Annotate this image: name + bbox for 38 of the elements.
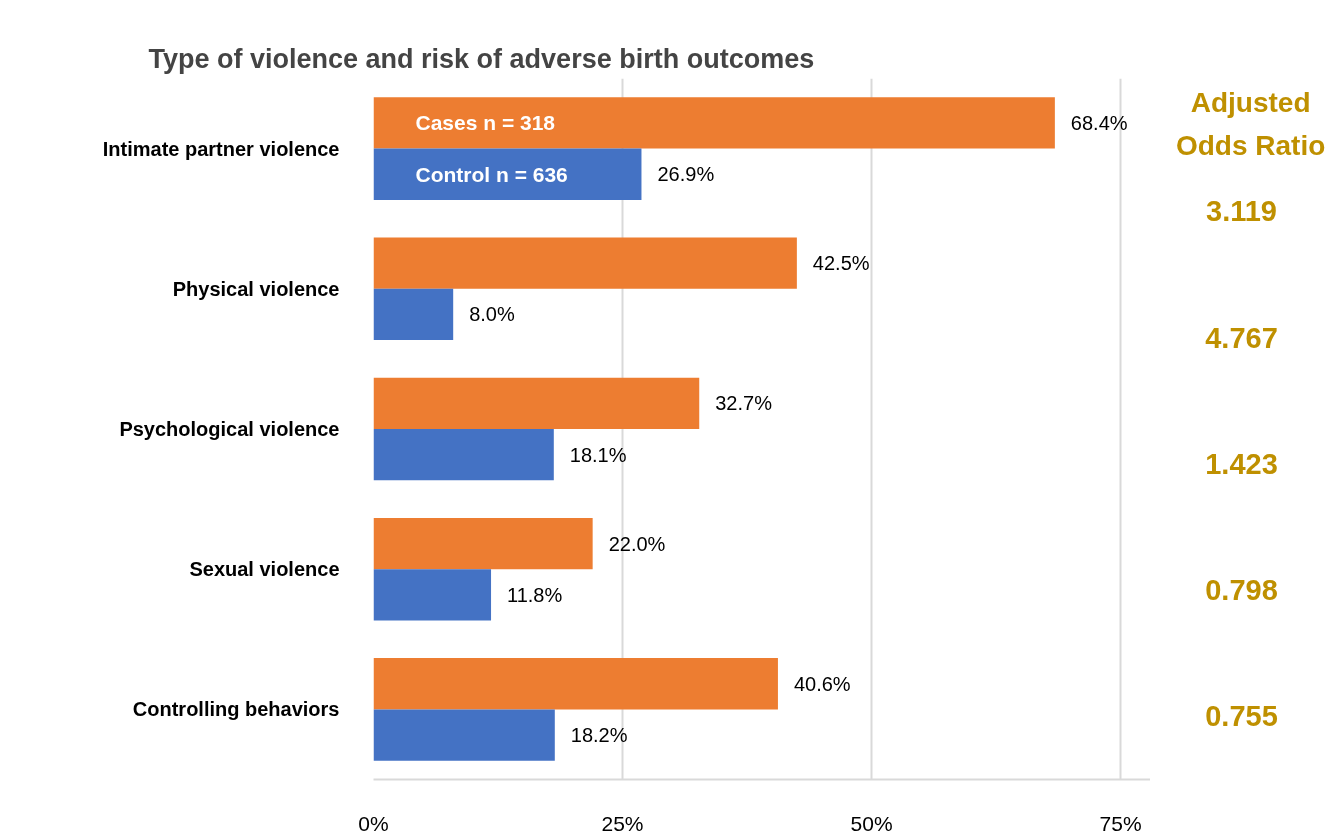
data-label: 26.9%: [657, 163, 715, 186]
y-tick-label: Sexual violence: [189, 558, 340, 581]
bar: [373, 658, 778, 710]
bar: [373, 377, 700, 429]
series-label: Cases n = 318: [415, 111, 556, 135]
chart-title: Type of violence and risk of adverse birth outcomes: [148, 43, 815, 74]
data-label: 22.0%: [608, 532, 666, 555]
bar: [373, 148, 642, 200]
data-label: 32.7%: [715, 392, 773, 415]
bar: [373, 709, 555, 761]
data-label: 18.2%: [570, 724, 628, 747]
text: 0.798: [1205, 574, 1278, 607]
data-label: 42.5%: [812, 252, 870, 275]
x-tick-label: 0%: [358, 811, 389, 835]
text: 1.423: [1205, 447, 1278, 480]
data-label: 8.0%: [469, 303, 515, 326]
bar: [373, 288, 454, 341]
x-tick-label: 75%: [1099, 811, 1142, 835]
bar: [373, 429, 554, 481]
data-label: 68.4%: [1070, 111, 1128, 134]
text: 4.767: [1205, 321, 1278, 354]
bar: [373, 97, 1055, 149]
y-tick-label: Intimate partner violence: [102, 137, 340, 160]
bar: [373, 517, 593, 570]
bar: [373, 237, 797, 289]
text: Adjusted Odds Ratio: [1175, 87, 1326, 161]
x-tick-label: 25%: [601, 811, 644, 835]
y-tick-label: Psychological violence: [119, 418, 340, 440]
data-label: 11.8%: [507, 583, 563, 606]
y-tick-label: Physical violence: [172, 277, 340, 300]
data-label: 40.6%: [793, 672, 851, 695]
data-label: 18.1%: [569, 443, 627, 466]
y-tick-label: Controlling behaviors: [132, 698, 340, 721]
text: 3.119: [1206, 195, 1277, 228]
x-tick-label: 50%: [850, 811, 893, 835]
text: 0.755: [1205, 700, 1278, 733]
bar: [373, 569, 492, 621]
series-label: Control n = 636: [415, 162, 568, 186]
